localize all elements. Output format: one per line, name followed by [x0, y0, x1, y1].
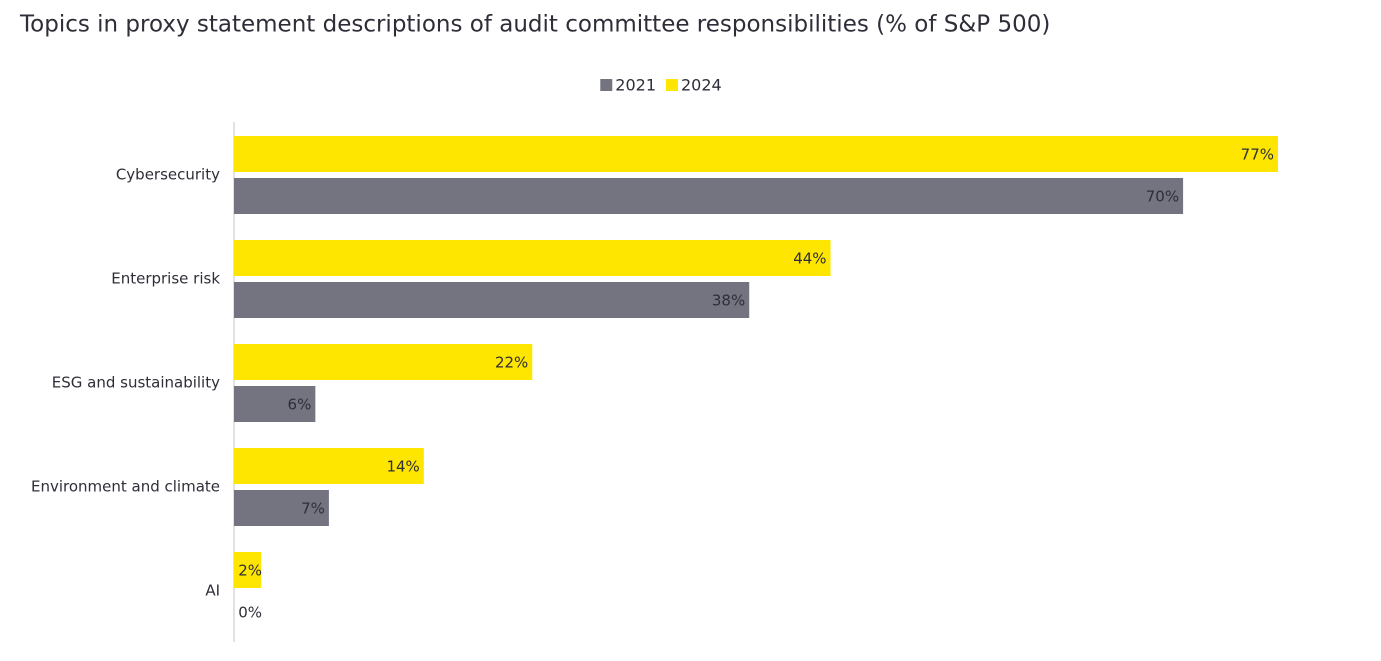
bar [234, 282, 750, 318]
bar [234, 386, 316, 422]
data-label: 44% [793, 250, 826, 268]
data-label: 6% [288, 396, 312, 414]
data-label: 0% [238, 604, 262, 622]
y-tick-label: Cybersecurity [116, 166, 220, 184]
y-tick-label: ESG and sustainability [52, 374, 220, 392]
legend-swatch [600, 79, 613, 91]
bar [234, 490, 329, 526]
data-label: 70% [1146, 188, 1179, 206]
bar [234, 344, 533, 380]
y-tick-label: AI [205, 582, 220, 600]
legend-swatch [666, 79, 678, 91]
y-tick-label: Environment and climate [31, 478, 220, 496]
data-label: 38% [712, 292, 745, 310]
legend-label: 2021 [615, 76, 656, 95]
bar [234, 178, 1184, 214]
bar [234, 240, 831, 276]
data-label: 7% [301, 500, 325, 518]
data-label: 22% [495, 354, 528, 372]
data-label: 2% [238, 562, 262, 580]
legend-label: 2024 [681, 76, 722, 95]
legend: 2021 2024 [600, 76, 722, 95]
bar [234, 136, 1278, 172]
bar [234, 448, 424, 484]
y-tick-label: Enterprise risk [111, 270, 220, 288]
data-label: 77% [1241, 146, 1274, 164]
data-label: 14% [386, 458, 419, 476]
bar [234, 552, 262, 588]
chart-title: Topics in proxy statement descriptions o… [19, 12, 1050, 38]
